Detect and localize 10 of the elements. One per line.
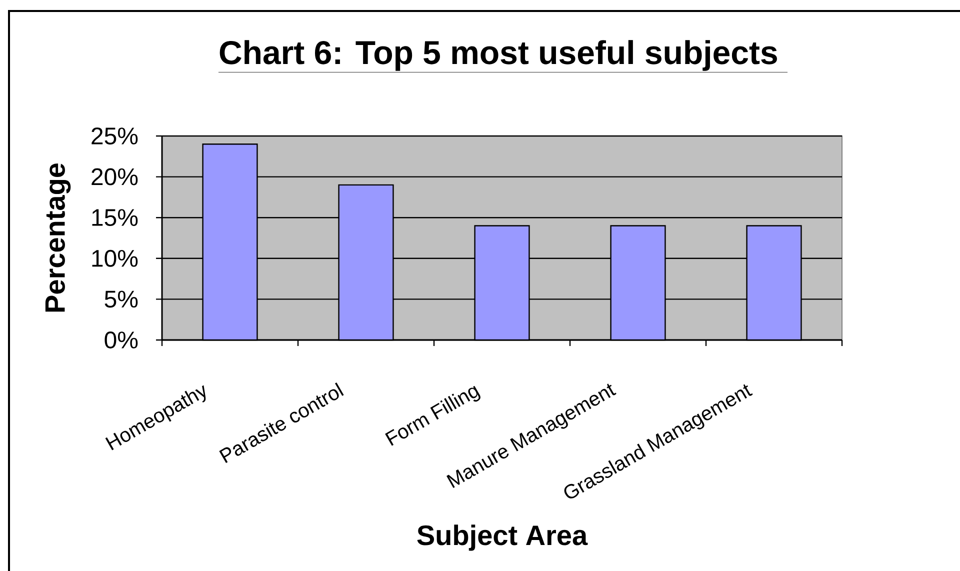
y-tick-label: 15% bbox=[92, 209, 138, 226]
x-axis-title: Subject Area bbox=[417, 524, 588, 551]
y-tick-label: 25% bbox=[92, 127, 138, 144]
y-tick-label: 20% bbox=[92, 168, 138, 186]
x-tick-label: Form Filling bbox=[385, 386, 480, 446]
y-tick-label: 5% bbox=[104, 290, 138, 308]
y-tick-label: 10% bbox=[92, 250, 138, 267]
chart-title: Chart 6: Top 5 most useful subjects bbox=[220, 40, 777, 71]
y-axis-title: Percentage bbox=[45, 163, 71, 312]
y-tick-label: 0% bbox=[104, 331, 138, 348]
